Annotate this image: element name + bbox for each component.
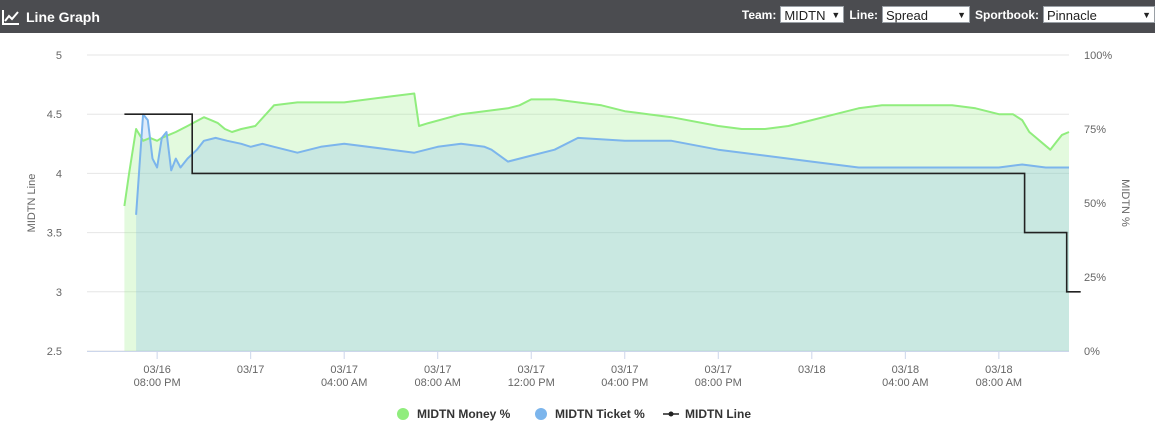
- header-title-group: Line Graph: [2, 0, 100, 33]
- y-right-tick-label: 75%: [1084, 124, 1106, 136]
- x-tick-label: 03/16: [143, 364, 171, 376]
- x-tick-label: 08:00 PM: [134, 377, 181, 389]
- x-tick-label: 04:00 AM: [321, 377, 367, 389]
- chart-lines: [123, 92, 1081, 293]
- x-tick-label: 04:00 AM: [882, 377, 928, 389]
- line-graph-chart: 2.533.544.550%25%50%75%100%MIDTN Line MID…: [26, 50, 1131, 421]
- y-right-tick-label: 0%: [1084, 346, 1100, 358]
- chevron-down-icon: ▼: [957, 10, 966, 20]
- team-select-value: MIDTN: [784, 8, 826, 23]
- page-title: Line Graph: [26, 8, 100, 25]
- y-left-tick-label: 3: [56, 287, 62, 299]
- y-left-tick-label: 5: [56, 50, 62, 62]
- chevron-down-icon: ▼: [1142, 10, 1151, 20]
- series-line-0: [123, 92, 1070, 207]
- legend-marker-2: [668, 411, 674, 417]
- sportsbook-select-value: Pinnacle: [1047, 8, 1097, 23]
- x-tick-label: 03/18: [798, 364, 826, 376]
- line-select-value: Spread: [886, 8, 928, 23]
- x-tick-label: 03/18: [892, 364, 920, 376]
- x-tick-label: 08:00 PM: [695, 377, 742, 389]
- x-tick-label: 03/17: [424, 364, 452, 376]
- legend-symbol-0: [397, 408, 409, 420]
- team-label: Team:: [741, 7, 777, 22]
- x-tick-label: 04:00 PM: [601, 377, 648, 389]
- y-right-axis-title: MIDTN %: [1119, 179, 1131, 227]
- legend-symbol-1: [535, 408, 547, 420]
- y-right-tick-label: 50%: [1084, 198, 1106, 210]
- x-tick-label: 03/17: [237, 364, 265, 376]
- chart-axes: 2.533.544.550%25%50%75%100%MIDTN Line MID…: [26, 50, 1131, 389]
- team-select[interactable]: MIDTN ▼: [780, 6, 845, 23]
- chart-areas: [124, 93, 1070, 351]
- legend-label-2: MIDTN Line: [685, 407, 751, 421]
- x-tick-label: 03/17: [705, 364, 733, 376]
- chart-controls: Team: MIDTN ▼ Line: Spread ▼ Sportbook: …: [742, 6, 1155, 23]
- x-tick-label: 03/18: [985, 364, 1013, 376]
- line-select[interactable]: Spread ▼: [882, 6, 970, 23]
- x-tick-label: 12:00 PM: [508, 377, 555, 389]
- chevron-down-icon: ▼: [831, 10, 841, 20]
- sportsbook-select[interactable]: Pinnacle ▼: [1043, 6, 1155, 23]
- y-left-tick-label: 3.5: [47, 228, 62, 240]
- y-right-tick-label: 25%: [1084, 272, 1106, 284]
- series-area-0: [124, 93, 1069, 351]
- x-tick-label: 08:00 AM: [414, 377, 460, 389]
- y-left-axis-title: MIDTN Line: [26, 174, 38, 233]
- line-chart-icon: [2, 9, 19, 25]
- x-tick-label: 03/17: [517, 364, 545, 376]
- x-tick-label: 03/17: [611, 364, 639, 376]
- legend-label-1: MIDTN Ticket %: [555, 407, 645, 421]
- x-tick-label: 08:00 AM: [976, 377, 1022, 389]
- series-line-1: [135, 113, 1069, 215]
- x-tick-label: 03/17: [330, 364, 358, 376]
- sportsbook-label: Sportbook:: [975, 7, 1039, 22]
- series-line-2: [124, 113, 1081, 293]
- y-left-tick-label: 2.5: [47, 346, 62, 358]
- y-left-tick-label: 4.5: [47, 109, 62, 121]
- line-label: Line:: [849, 7, 878, 22]
- chart-legend: MIDTN Money % MIDTN Ticket % MIDTN Line: [397, 407, 751, 421]
- chart-header: Line Graph Team: MIDTN ▼ Line: Spread ▼ …: [0, 0, 1155, 33]
- y-right-tick-label: 100%: [1084, 50, 1112, 62]
- legend-label-0: MIDTN Money %: [417, 407, 511, 421]
- y-left-tick-label: 4: [56, 168, 62, 180]
